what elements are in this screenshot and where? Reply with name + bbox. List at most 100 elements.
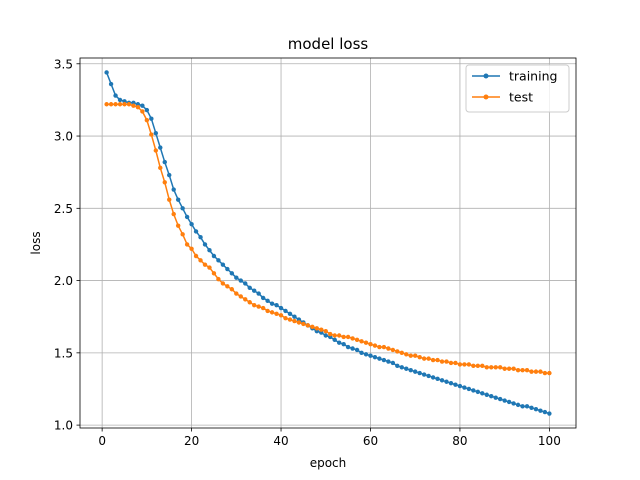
test-point: [408, 353, 413, 358]
training-point: [211, 253, 217, 259]
y-tick-label: 1.0: [54, 419, 73, 433]
test-point: [453, 360, 458, 366]
test-point: [533, 369, 539, 374]
test-point: [158, 165, 163, 171]
training-point: [167, 172, 172, 178]
test-point: [252, 302, 257, 308]
training-point: [104, 70, 109, 75]
test-point: [493, 365, 498, 370]
test-point: [153, 148, 159, 153]
test-point: [144, 117, 150, 123]
legend-marker-test: [483, 94, 489, 100]
training-point: [480, 391, 485, 396]
training-point: [283, 308, 288, 314]
test-point: [202, 262, 208, 267]
training-point: [149, 116, 154, 121]
test-point: [341, 334, 346, 340]
training-point: [506, 399, 512, 405]
test-point: [104, 102, 109, 107]
training-point: [408, 367, 413, 373]
test-point: [328, 331, 333, 337]
test-point: [180, 232, 185, 237]
y-axis-label: loss: [29, 231, 43, 254]
training-point: [511, 401, 516, 406]
training-point: [108, 81, 114, 87]
training-point: [247, 285, 252, 291]
test-point: [538, 369, 543, 374]
training-point: [502, 398, 507, 403]
training-point: [243, 281, 248, 286]
test-point: [162, 180, 167, 185]
test-point: [167, 197, 172, 202]
plot-series: [104, 70, 552, 416]
training-point: [140, 103, 145, 108]
training-point: [399, 365, 404, 370]
test-point: [193, 253, 199, 259]
test-point: [417, 354, 422, 360]
training-point: [542, 409, 548, 415]
training-point: [462, 385, 467, 390]
training-point: [426, 373, 431, 379]
test-point: [524, 367, 530, 373]
legend-marker-training: [483, 73, 489, 79]
training-point: [113, 93, 118, 98]
test-point: [184, 242, 190, 247]
test-point: [265, 308, 270, 314]
test-point: [426, 356, 431, 361]
training-point: [260, 295, 266, 301]
test-point: [497, 365, 503, 370]
training-point: [180, 206, 185, 211]
training-point: [390, 360, 396, 366]
training-point: [345, 344, 351, 350]
training-point: [184, 214, 190, 220]
test-point: [198, 258, 203, 263]
series-test: [104, 102, 552, 376]
test-point: [520, 367, 525, 373]
test-point: [149, 132, 154, 137]
training-point: [162, 159, 167, 165]
test-point: [466, 362, 472, 367]
test-point: [207, 265, 212, 270]
training-point: [493, 395, 498, 400]
training-point: [430, 375, 436, 380]
test-point: [515, 367, 521, 373]
test-point: [377, 344, 382, 350]
training-point: [368, 353, 373, 358]
test-point: [140, 109, 145, 114]
training-point: [265, 298, 270, 304]
training-point: [439, 378, 445, 383]
test-point: [480, 363, 485, 369]
test-point: [126, 102, 132, 107]
test-point: [345, 334, 351, 340]
training-point: [158, 145, 163, 150]
series-training: [104, 70, 552, 416]
test-point: [336, 333, 342, 338]
test-point: [269, 310, 275, 315]
test-point: [292, 318, 297, 324]
training-point: [475, 389, 481, 395]
training-point: [198, 235, 203, 240]
training-point: [377, 356, 382, 361]
x-axis-label: epoch: [310, 456, 347, 470]
training-point: [117, 97, 123, 103]
test-point: [457, 362, 463, 367]
test-point: [216, 276, 221, 282]
training-point: [435, 376, 440, 382]
test-point: [122, 102, 127, 107]
training-point: [529, 405, 534, 410]
test-point: [278, 313, 284, 318]
training-point: [520, 404, 525, 409]
test-point: [234, 291, 239, 296]
y-tick-label: 3.5: [54, 57, 73, 71]
training-point: [547, 411, 552, 416]
training-point: [323, 333, 328, 338]
training-point: [515, 402, 521, 408]
training-point: [234, 275, 239, 280]
test-point: [404, 352, 409, 357]
test-point: [189, 246, 194, 251]
training-point: [220, 262, 226, 267]
training-line: [105, 72, 550, 415]
training-point: [292, 314, 297, 319]
test-point: [113, 102, 118, 107]
test-point: [359, 339, 364, 344]
